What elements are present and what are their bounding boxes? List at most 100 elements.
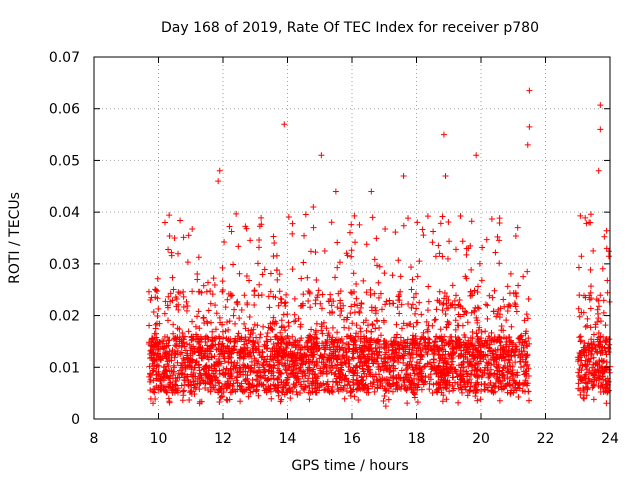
data-point	[195, 349, 202, 356]
data-point	[424, 213, 431, 220]
data-point	[286, 385, 293, 392]
data-point	[223, 396, 230, 403]
data-point	[313, 377, 320, 384]
data-point	[456, 336, 463, 343]
data-point	[246, 313, 253, 320]
data-point	[204, 342, 211, 349]
x-tick-label: 10	[150, 431, 168, 447]
data-point	[381, 376, 388, 383]
data-point	[195, 254, 202, 261]
data-point	[321, 346, 328, 353]
data-point	[514, 224, 521, 231]
data-point	[434, 297, 441, 304]
data-point	[339, 345, 346, 352]
data-point	[391, 353, 398, 360]
data-point	[425, 283, 432, 290]
data-point	[589, 350, 596, 357]
data-point	[577, 333, 584, 340]
data-point	[341, 382, 348, 389]
data-point	[270, 233, 277, 240]
data-point	[367, 345, 374, 352]
data-point	[269, 353, 276, 360]
data-point	[289, 333, 296, 340]
data-point	[227, 338, 234, 345]
data-point	[380, 338, 387, 345]
data-point	[587, 289, 594, 296]
data-point	[156, 377, 163, 384]
data-point	[335, 388, 342, 395]
data-point	[164, 334, 171, 341]
data-point	[163, 351, 170, 358]
data-point	[422, 372, 429, 379]
data-point	[413, 305, 420, 312]
data-point	[192, 385, 199, 392]
data-point	[319, 382, 326, 389]
data-point	[523, 311, 530, 318]
data-point	[486, 341, 493, 348]
data-point	[251, 355, 258, 362]
data-point	[506, 381, 513, 388]
data-point	[473, 330, 480, 337]
data-point	[152, 325, 159, 332]
data-point	[496, 237, 503, 244]
data-point	[355, 397, 362, 404]
x-tick-label: 16	[343, 431, 361, 447]
data-point	[446, 340, 453, 347]
data-point	[457, 367, 464, 374]
data-point	[418, 335, 425, 342]
data-point	[314, 347, 321, 354]
data-point	[198, 289, 205, 296]
data-point	[213, 310, 220, 317]
data-point	[368, 307, 375, 314]
data-point	[194, 333, 201, 340]
data-point	[208, 384, 215, 391]
data-point	[584, 385, 591, 392]
data-point	[503, 353, 510, 360]
data-point	[328, 369, 335, 376]
data-point	[464, 392, 471, 399]
data-point	[595, 297, 602, 304]
data-point	[499, 367, 506, 374]
data-point	[485, 371, 492, 378]
data-point	[369, 321, 376, 328]
data-point	[439, 253, 446, 260]
data-point	[232, 320, 239, 327]
data-point	[216, 380, 223, 387]
data-point	[222, 304, 229, 311]
data-point	[276, 288, 283, 295]
data-point	[370, 379, 377, 386]
y-tick-label: 0	[71, 412, 80, 428]
data-point	[429, 390, 436, 397]
data-point	[261, 266, 268, 273]
data-point	[323, 325, 330, 332]
data-point	[373, 376, 380, 383]
data-point	[344, 252, 351, 259]
data-point	[150, 400, 157, 407]
data-point	[238, 383, 245, 390]
data-point	[484, 387, 491, 394]
data-point	[368, 188, 375, 195]
data-point	[581, 340, 588, 347]
data-point	[375, 366, 382, 373]
data-point	[182, 365, 189, 372]
data-point	[212, 334, 219, 341]
data-point	[425, 298, 432, 305]
data-point	[418, 311, 425, 318]
data-point	[380, 344, 387, 351]
data-point	[178, 382, 185, 389]
data-point	[455, 311, 462, 318]
data-point	[506, 359, 513, 366]
data-point	[219, 288, 226, 295]
data-point	[507, 302, 514, 309]
data-point	[422, 378, 429, 385]
data-point	[180, 355, 187, 362]
data-point	[355, 354, 362, 361]
data-point	[299, 361, 306, 368]
data-point	[276, 271, 283, 278]
data-point	[251, 287, 258, 294]
data-point	[460, 359, 467, 366]
data-point	[413, 366, 420, 373]
data-point	[579, 362, 586, 369]
data-point	[512, 290, 519, 297]
data-point	[280, 354, 287, 361]
